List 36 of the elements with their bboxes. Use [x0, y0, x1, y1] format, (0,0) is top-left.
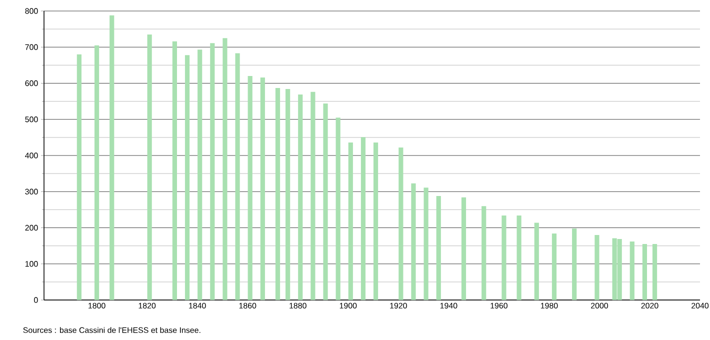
bar — [210, 43, 215, 300]
bar — [348, 142, 353, 300]
bar — [572, 228, 577, 300]
bar — [482, 206, 486, 300]
bar — [184, 55, 190, 300]
bar — [373, 142, 378, 300]
bar — [424, 188, 428, 300]
bar — [222, 38, 228, 300]
bar — [594, 234, 600, 300]
bar — [336, 118, 340, 300]
bar — [630, 241, 634, 300]
bar — [235, 53, 240, 300]
bar — [248, 76, 252, 300]
bar — [110, 15, 114, 300]
bar — [534, 222, 539, 300]
bar — [286, 89, 290, 300]
bar — [310, 92, 316, 300]
bar — [76, 54, 82, 300]
bar — [502, 215, 506, 300]
bar — [172, 41, 178, 300]
bar — [461, 197, 466, 300]
bar — [652, 244, 658, 300]
bar — [94, 45, 100, 300]
bar — [147, 34, 152, 300]
bar — [360, 137, 366, 300]
bar — [411, 183, 416, 300]
bar — [323, 103, 328, 300]
bar — [516, 215, 522, 300]
bar — [260, 77, 265, 300]
bar — [198, 50, 202, 300]
bar — [398, 148, 404, 300]
bar — [642, 244, 648, 300]
bar — [436, 196, 441, 300]
bar — [552, 234, 557, 300]
bar — [275, 88, 280, 300]
bar — [298, 94, 303, 300]
